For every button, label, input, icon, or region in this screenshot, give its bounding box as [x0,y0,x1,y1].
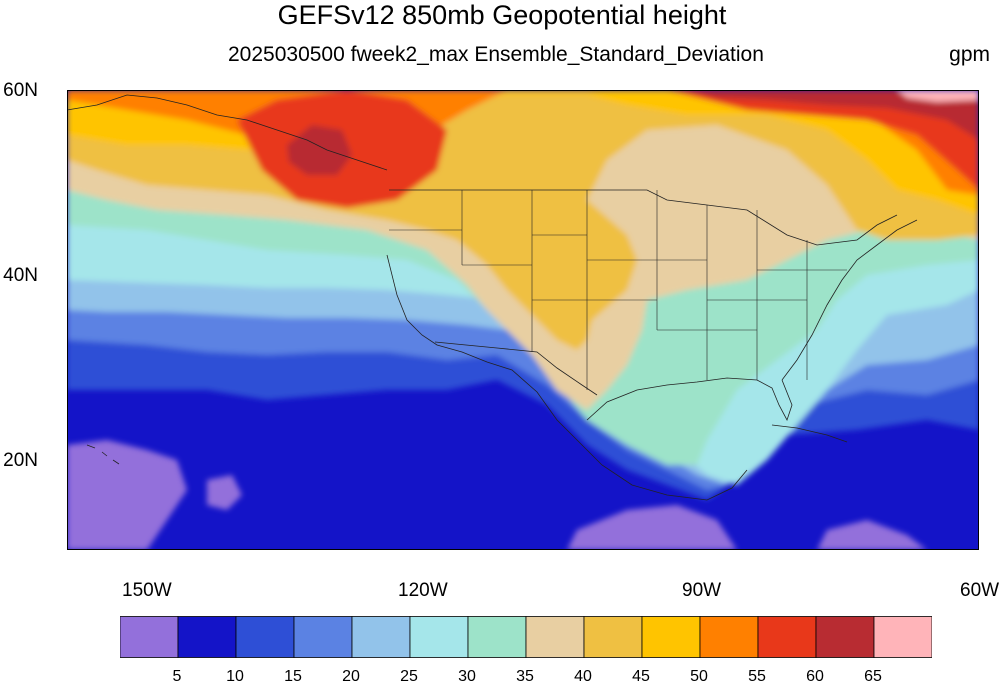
colorbar-label: 40 [574,668,592,685]
units-label: gpm [949,43,990,66]
colorbar-swatch [757,616,817,658]
coastline-alaska [67,94,388,171]
island-hawaii [86,444,120,465]
colorbar-swatch [351,616,411,658]
band-60-65 [287,125,352,175]
band-below-5-c [207,475,242,510]
band-below-5-w [67,440,187,550]
colorbar-label: 50 [690,668,708,685]
contour-map [67,90,979,550]
coastline-east [781,219,918,381]
colorbar-swatch [409,616,469,658]
colorbar-swatch [293,616,353,658]
colorbar-swatch [525,616,585,658]
lon-label-120w: 120W [398,580,448,601]
colorbar [120,616,932,658]
map-title: GEFSv12 850mb Geopotential height [277,0,727,30]
lat-label-40n: 40N [3,265,38,286]
colorbar-label: 35 [516,668,534,685]
coastline-west [386,254,748,501]
map-subtitle: 2025030500 fweek2_max Ensemble_Standard_… [228,43,764,66]
band-55-60-ne [667,90,979,190]
colorbar-swatch [120,616,179,658]
colorbar-label: 60 [806,668,824,685]
coastline-gulf [586,377,793,422]
colorbar-label: 10 [226,668,244,685]
colorbar-label: 65 [864,668,882,685]
colorbar-swatch [177,616,237,658]
colorbar-label: 15 [284,668,302,685]
band-60-65-ne [687,90,979,140]
colorbar-label: 55 [748,668,766,685]
colorbar-swatch [235,616,295,658]
colorbar-swatch [641,616,701,658]
band-below-5-se [817,520,927,550]
band-below-5-s [567,505,737,550]
colorbar-swatch [699,616,759,658]
lon-label-60w: 60W [960,580,1000,601]
colorbar-swatch [467,616,527,658]
colorbar-swatch [815,616,875,658]
state-lines [389,190,847,390]
colorbar-label: 30 [458,668,476,685]
band-65-plus [897,90,979,102]
lon-label-150w: 150W [122,580,172,601]
lat-label-60n: 60N [3,80,38,101]
border-us-mexico [434,341,598,396]
colorbar-label: 45 [632,668,650,685]
map-frame [67,90,979,550]
island-cuba [771,424,848,443]
colorbar-label: 5 [172,668,182,685]
colorbar-swatch [583,616,643,658]
lon-label-90w: 90W [682,580,722,601]
colorbar-label: 20 [342,668,360,685]
colorbar-swatch [873,616,932,658]
colorbar-label: 25 [400,668,418,685]
lat-label-20n: 20N [3,450,38,471]
map-outlines [67,94,918,501]
